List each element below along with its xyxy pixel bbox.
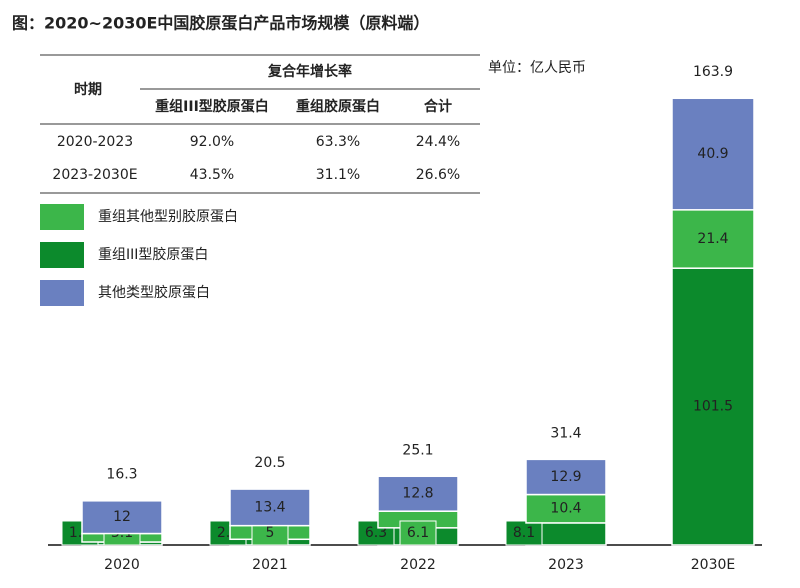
x-tick-label: 2021 [252,557,288,573]
total-label: 16.3 [106,467,137,483]
bar-segment [671,97,755,211]
table-header: 重组III型胶原蛋白 [155,98,269,115]
legend-swatch [40,204,84,230]
legend-swatch [40,280,84,306]
data-label: 40.9 [697,146,728,162]
table-cell: 26.6% [416,167,460,183]
bar-segment [525,458,607,496]
table-header: 合计 [424,98,452,115]
legend-label: 重组其他型别胶原蛋白 [98,208,238,225]
unit-label: 单位：亿人民币 [488,60,586,76]
table-cell: 31.1% [316,167,360,183]
legend-label: 其他类型胶原蛋白 [98,284,210,301]
chart-title: 图：2020~2030E中国胶原蛋白产品市场规模（原料端） [12,14,429,33]
table-header: 重组胶原蛋白 [296,98,380,115]
data-label: 10.4 [550,501,581,517]
legend-swatch [40,242,84,268]
table-cell: 24.4% [416,134,460,150]
data-label: 6.1 [407,525,429,541]
data-label: 13.4 [254,499,285,515]
table-cell: 2020-2023 [57,134,133,150]
data-label: 5 [266,525,275,541]
x-tick-label: 2020 [104,557,140,573]
data-label-box [505,520,543,546]
table-cell: 92.0% [190,134,234,150]
total-label: 20.5 [254,455,285,471]
table-header: 复合年增长率 [267,63,352,80]
data-label: 12.8 [402,486,433,502]
data-label: 12 [113,509,131,525]
x-tick-label: 2023 [548,557,584,573]
data-label: 21.4 [697,231,728,247]
data-label-box [399,520,437,546]
total-label: 25.1 [402,443,433,459]
bar-segment [525,493,607,524]
table-header: 时期 [74,81,102,98]
data-label: 6.3 [365,525,387,541]
data-label: 101.5 [693,399,733,415]
total-label: 163.9 [693,64,733,80]
table-cell: 63.3% [316,134,360,150]
table-cell: 2023-2030E [52,167,137,183]
bar-segment [81,500,163,535]
legend-label: 重组III型胶原蛋白 [98,246,208,263]
data-label: 8.1 [513,525,535,541]
bar-segment [229,488,311,527]
data-label: 12.9 [550,469,581,485]
table-cell: 43.5% [190,167,234,183]
x-tick-label: 2030E [691,557,735,573]
total-label: 31.4 [550,425,581,441]
x-tick-label: 2022 [400,557,436,573]
bar-segment [377,475,459,512]
